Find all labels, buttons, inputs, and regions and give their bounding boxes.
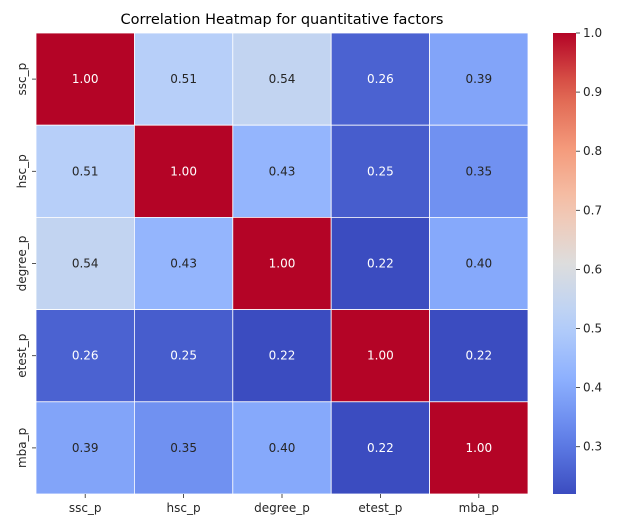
y-tick-label: degree_p xyxy=(15,236,29,292)
x-tick-label: hsc_p xyxy=(167,501,201,515)
cell-value-label: 0.39 xyxy=(465,72,492,86)
heatmap-cell xyxy=(429,401,529,495)
heatmap-cell xyxy=(429,216,529,310)
heatmap-cell xyxy=(232,216,332,310)
colorbar-tick-label: 0.9 xyxy=(583,85,602,99)
cell-value-label: 0.51 xyxy=(170,72,197,86)
colorbar-tick-label: 1.0 xyxy=(583,26,602,40)
heatmap-cell xyxy=(35,32,135,126)
cell-value-label: 0.35 xyxy=(465,164,492,178)
heatmap-cell xyxy=(232,309,332,403)
cell-value-label: 0.54 xyxy=(72,257,99,271)
cell-value-label: 0.22 xyxy=(367,441,394,455)
colorbar-gradient xyxy=(553,33,576,494)
heatmap-cell xyxy=(330,309,431,403)
colorbar-tick-label: 0.6 xyxy=(583,262,602,276)
x-tick-label: mba_p xyxy=(459,501,499,515)
cell-value-label: 0.40 xyxy=(465,257,492,271)
cell-value-label: 0.26 xyxy=(72,349,99,363)
cell-value-label: 0.25 xyxy=(367,164,394,178)
colorbar-tick-label: 0.4 xyxy=(583,381,602,395)
heatmap-cell xyxy=(35,124,135,218)
colorbar-tick-label: 0.5 xyxy=(583,322,602,336)
y-tick-label: etest_p xyxy=(15,334,29,378)
x-tick-label: degree_p xyxy=(254,501,310,515)
colorbar-tick-label: 0.8 xyxy=(583,144,602,158)
x-tick-label: etest_p xyxy=(358,501,402,515)
colorbar-tick-label: 0.7 xyxy=(583,203,602,217)
cell-value-label: 1.00 xyxy=(170,164,197,178)
cell-value-label: 1.00 xyxy=(72,72,99,86)
heatmap-cell xyxy=(133,401,234,495)
cell-value-label: 0.51 xyxy=(72,164,99,178)
cell-value-label: 1.00 xyxy=(465,441,492,455)
heatmap-cells: 1.00 0.51 0.54 0.26 0.39 0.51 1.00 0.43 0.25 0.35… xyxy=(35,32,529,495)
heatmap-cell xyxy=(330,216,431,310)
y-tick-label: mba_p xyxy=(15,428,29,468)
heatmap-cell xyxy=(35,401,135,495)
cell-value-label: 1.00 xyxy=(367,349,394,363)
heatmap-cell xyxy=(429,32,529,126)
cell-value-label: 0.54 xyxy=(269,72,296,86)
heatmap-cell xyxy=(429,124,529,218)
heatmap-cell xyxy=(429,309,529,403)
y-axis: ssc_p hsc_p degree_p etest_p mba_p xyxy=(15,63,36,468)
cell-value-label: 0.43 xyxy=(170,257,197,271)
cell-value-label: 0.40 xyxy=(269,441,296,455)
chart-title: Correlation Heatmap for quantitative fac… xyxy=(121,12,444,28)
heatmap-cell xyxy=(133,216,234,310)
heatmap-cell xyxy=(133,309,234,403)
heatmap-cell xyxy=(330,32,431,126)
cell-value-label: 0.22 xyxy=(269,349,296,363)
cell-value-label: 0.43 xyxy=(269,164,296,178)
x-axis: ssc_p hsc_p degree_p etest_p mba_p xyxy=(69,494,499,515)
cell-value-label: 1.00 xyxy=(269,257,296,271)
y-tick-label: hsc_p xyxy=(15,154,29,188)
cell-value-label: 0.26 xyxy=(367,72,394,86)
colorbar: 0.3 0.4 0.5 0.6 0.7 0.8 0.9 1.0 xyxy=(553,26,602,494)
y-tick-label: ssc_p xyxy=(15,63,29,96)
colorbar-tick-label: 0.3 xyxy=(583,440,602,454)
cell-value-label: 0.22 xyxy=(367,257,394,271)
cell-value-label: 0.25 xyxy=(170,349,197,363)
cell-value-label: 0.35 xyxy=(170,441,197,455)
heatmap-cell xyxy=(232,124,332,218)
cell-value-label: 0.22 xyxy=(465,349,492,363)
x-tick-label: ssc_p xyxy=(69,501,102,515)
heatmap-cell xyxy=(232,401,332,495)
heatmap-cell xyxy=(232,32,332,126)
heatmap-cell xyxy=(133,32,234,126)
cell-value-label: 0.39 xyxy=(72,441,99,455)
